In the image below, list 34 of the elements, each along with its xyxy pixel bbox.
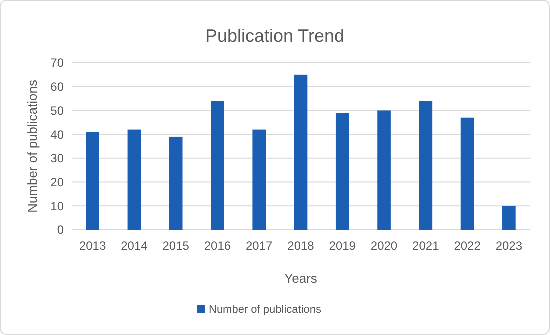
bar bbox=[378, 110, 391, 230]
y-tick-label: 50 bbox=[50, 104, 64, 118]
x-tick-label: 2019 bbox=[329, 239, 356, 253]
y-tick-label: 0 bbox=[57, 223, 64, 238]
x-tick-label: 2023 bbox=[496, 239, 523, 253]
x-tick-label: 2022 bbox=[454, 239, 482, 253]
y-tick-label: 60 bbox=[50, 80, 64, 94]
y-tick-label: 20 bbox=[50, 175, 64, 190]
bar bbox=[294, 74, 308, 230]
y-tick-label: 40 bbox=[50, 128, 64, 142]
x-tick-label: 2020 bbox=[370, 239, 398, 253]
chart-title: Publication Trend bbox=[205, 26, 345, 46]
bar bbox=[169, 136, 183, 230]
legend-label: Number of publications bbox=[209, 304, 322, 316]
x-tick-label: 2014 bbox=[121, 239, 148, 253]
bar bbox=[336, 113, 350, 230]
x-tick-label: 2015 bbox=[162, 239, 190, 253]
y-tick-label: 70 bbox=[50, 56, 64, 70]
x-tick-label: 2016 bbox=[204, 239, 232, 253]
bar bbox=[128, 130, 142, 230]
x-axis-title: Years bbox=[284, 271, 318, 286]
bar bbox=[460, 118, 474, 230]
x-tick-label: 2021 bbox=[412, 239, 440, 253]
x-tick-label: 2018 bbox=[288, 239, 315, 253]
y-axis-title: Number of publications bbox=[25, 80, 40, 213]
bar bbox=[211, 101, 224, 230]
bar bbox=[502, 206, 516, 230]
bar bbox=[252, 130, 266, 230]
x-tick-label: 2013 bbox=[79, 239, 106, 253]
x-tick-label: 2017 bbox=[246, 239, 274, 253]
y-tick-label: 10 bbox=[50, 199, 64, 214]
bar bbox=[86, 132, 100, 230]
bar bbox=[419, 101, 433, 230]
y-tick-label: 30 bbox=[50, 152, 64, 166]
